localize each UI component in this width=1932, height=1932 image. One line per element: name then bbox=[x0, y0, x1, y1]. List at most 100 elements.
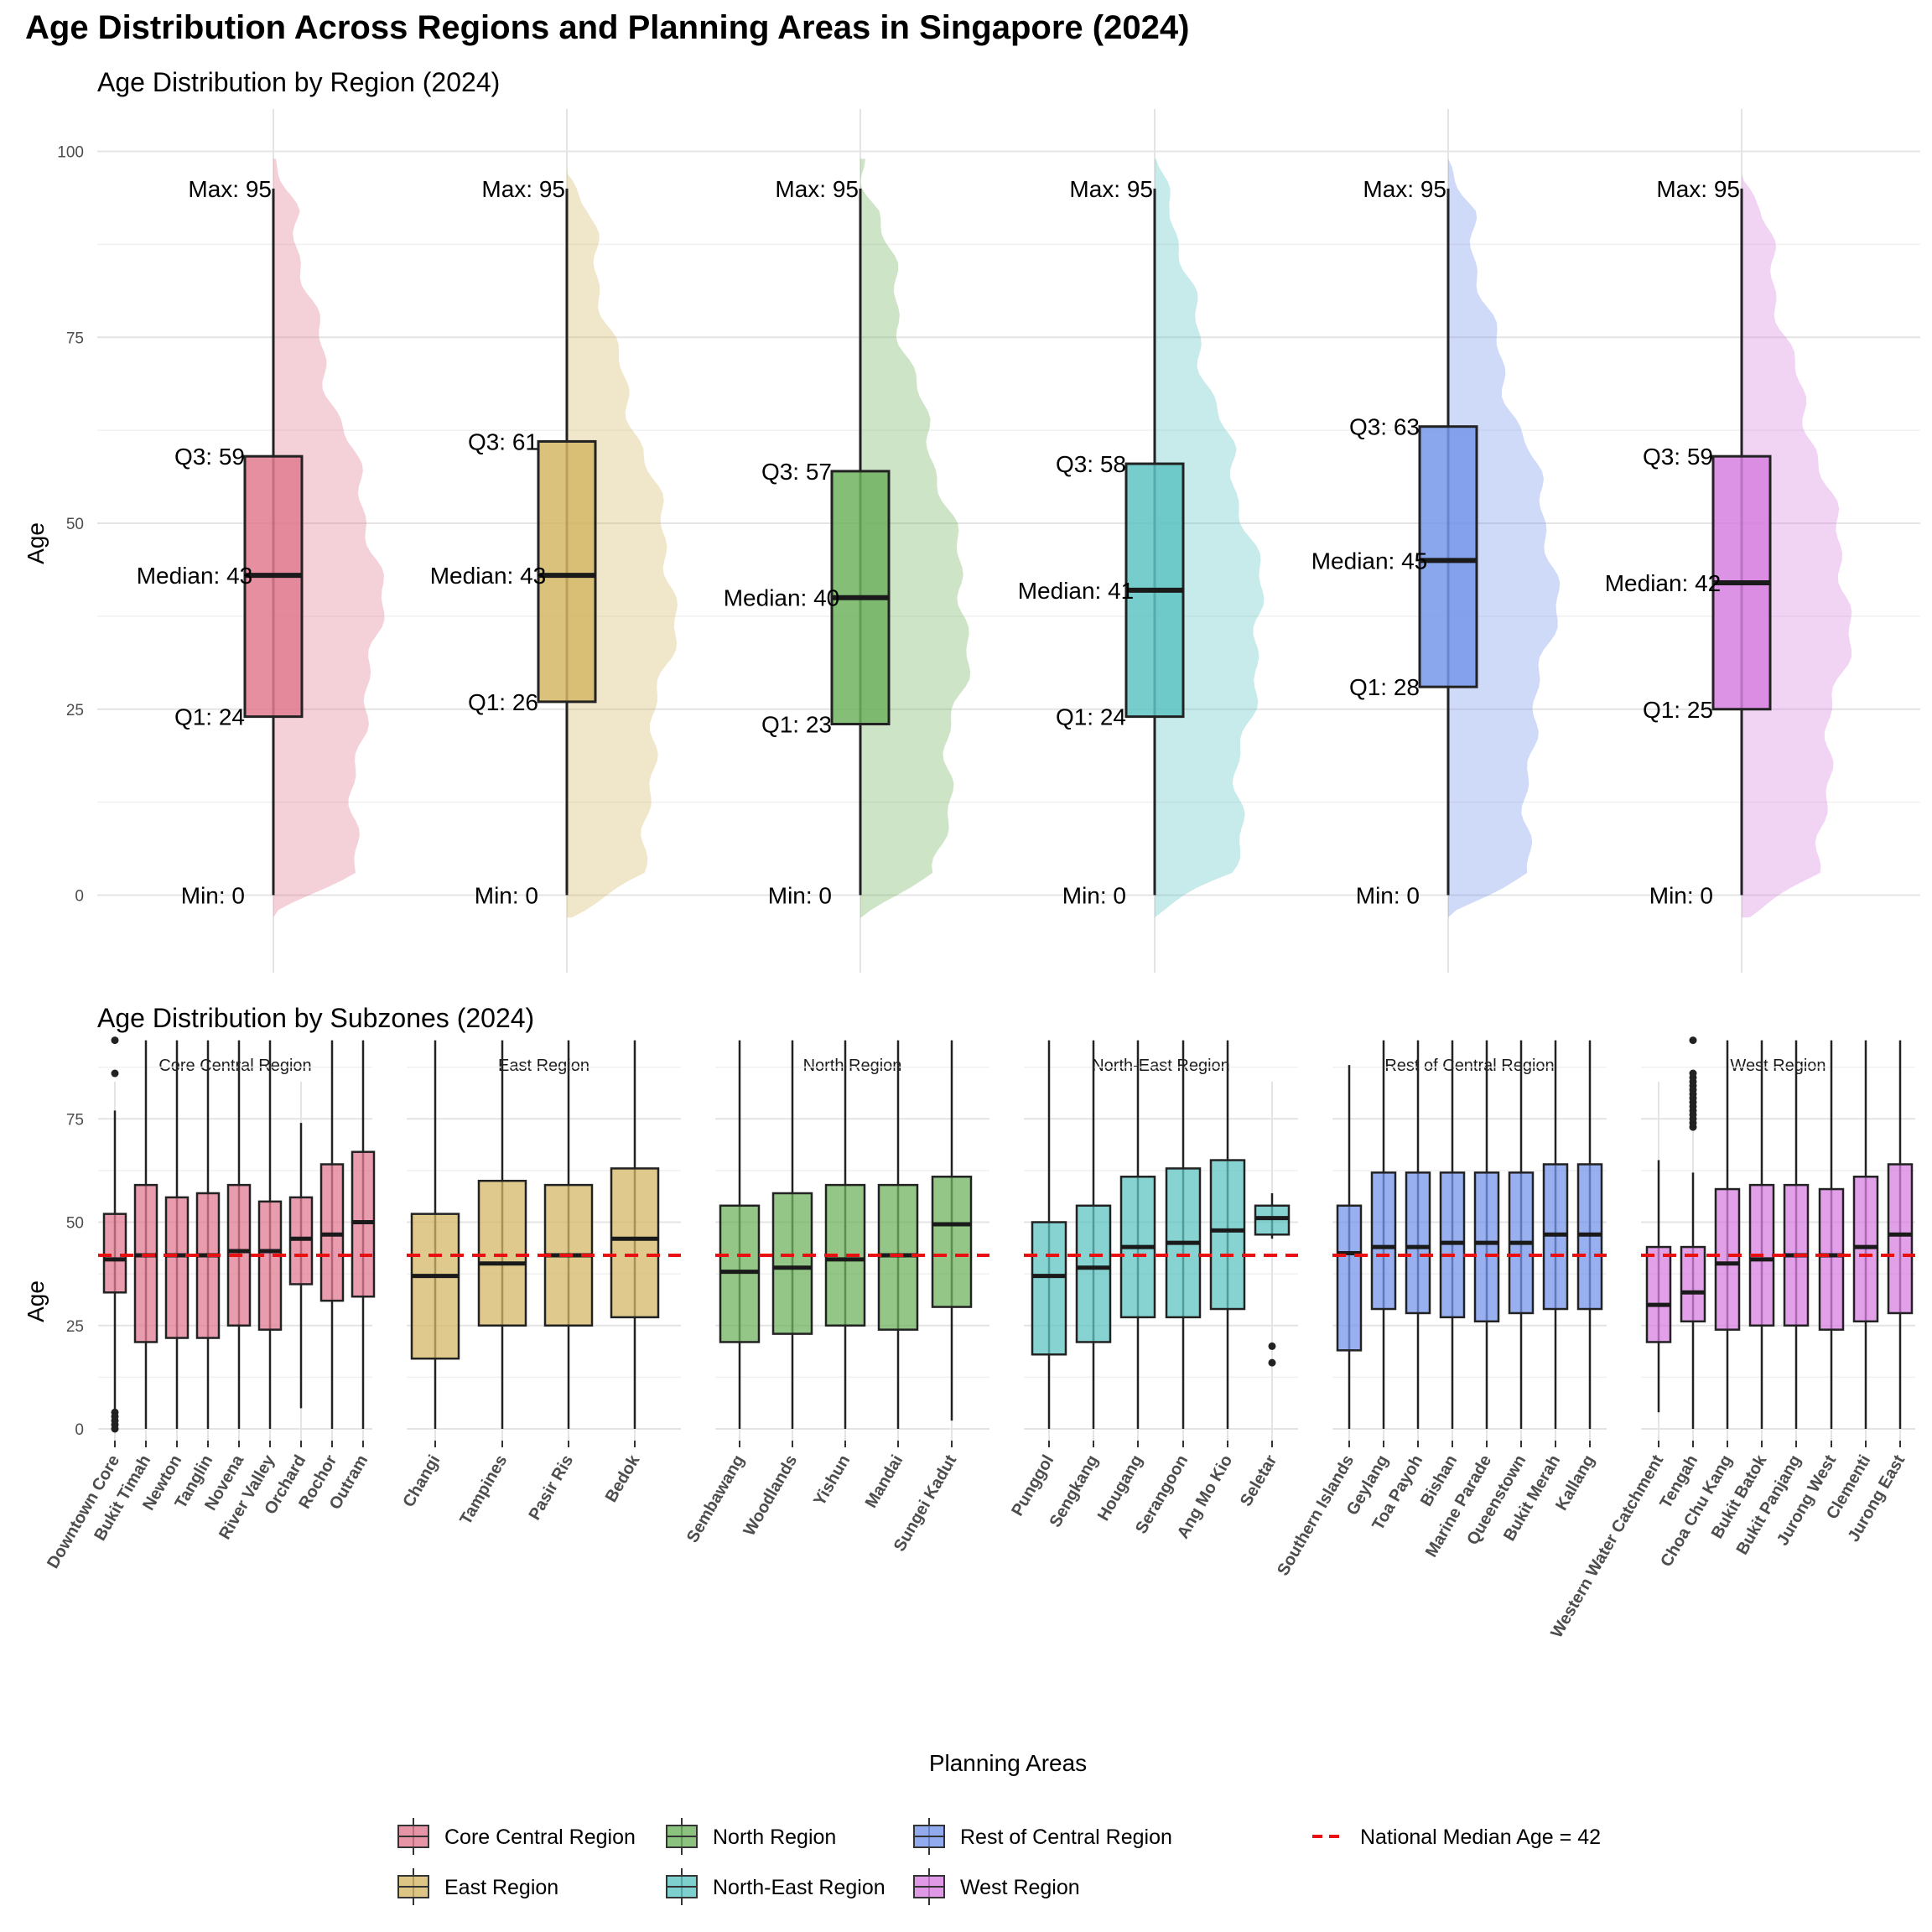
x-tick-label: Sembawang bbox=[683, 1452, 748, 1546]
annotation-q3: Q3: 59 bbox=[174, 444, 245, 470]
legend-label: National Median Age = 42 bbox=[1360, 1826, 1601, 1849]
legend-item-reference: National Median Age = 42 bbox=[1312, 1826, 1601, 1849]
outlier-point bbox=[1689, 1036, 1697, 1045]
annotation-q1: Q1: 26 bbox=[468, 689, 538, 715]
box bbox=[931, 1176, 973, 1308]
box bbox=[1075, 1204, 1112, 1343]
density-shape bbox=[1742, 158, 1852, 918]
annotation-median: Median: 45 bbox=[1311, 548, 1428, 574]
annotation-q1: Q1: 24 bbox=[174, 704, 245, 730]
annotation-q3: Q3: 61 bbox=[468, 428, 538, 454]
box bbox=[1680, 1245, 1706, 1323]
y-tick-label: 75 bbox=[66, 1111, 84, 1129]
density-shape bbox=[1448, 158, 1561, 918]
facet-label: West Region bbox=[1730, 1057, 1826, 1075]
box bbox=[1818, 1187, 1845, 1331]
annotation-median: Median: 43 bbox=[430, 563, 547, 589]
legend-item: Core Central Region bbox=[397, 1818, 636, 1855]
box bbox=[1418, 425, 1478, 688]
annotation-q1: Q1: 24 bbox=[1056, 704, 1126, 730]
box bbox=[195, 1192, 221, 1339]
facet-label: North-East Region bbox=[1092, 1057, 1230, 1075]
density-shape bbox=[1155, 158, 1265, 918]
outlier-point bbox=[111, 1069, 119, 1078]
annotation-max: Max: 95 bbox=[1363, 176, 1446, 202]
box bbox=[133, 1183, 158, 1343]
x-tick-label: Pasir Ris bbox=[525, 1452, 577, 1524]
annotation-median: Median: 41 bbox=[1018, 578, 1135, 604]
annotation-q1: Q1: 23 bbox=[761, 711, 832, 737]
outlier-point bbox=[1268, 1342, 1276, 1350]
box bbox=[257, 1200, 283, 1331]
box bbox=[1031, 1221, 1067, 1356]
density-shape bbox=[273, 158, 385, 918]
box bbox=[1645, 1245, 1672, 1343]
annotation-median: Median: 43 bbox=[137, 563, 253, 589]
x-tick-label: Tampines bbox=[456, 1452, 511, 1529]
legend-item: West Region bbox=[913, 1868, 1080, 1905]
box bbox=[1405, 1171, 1431, 1315]
y-tick-label: 75 bbox=[66, 330, 84, 347]
y-tick-label: 50 bbox=[66, 516, 84, 533]
legend-label: West Region bbox=[960, 1876, 1080, 1899]
facet-label: Core Central Region bbox=[158, 1057, 311, 1075]
box bbox=[537, 439, 597, 704]
y-tick-label: 25 bbox=[66, 1318, 84, 1336]
annotation-max: Max: 95 bbox=[188, 176, 272, 202]
annotation-min: Min: 0 bbox=[768, 883, 832, 909]
outlier-point bbox=[111, 1425, 119, 1433]
legend-label: Rest of Central Region bbox=[960, 1826, 1172, 1849]
annotation-min: Min: 0 bbox=[475, 883, 538, 909]
annotation-max: Max: 95 bbox=[775, 176, 859, 202]
outlier-point bbox=[1689, 1123, 1697, 1131]
annotation-max: Max: 95 bbox=[481, 176, 565, 202]
box bbox=[1336, 1204, 1363, 1352]
annotation-q3: Q3: 57 bbox=[761, 459, 832, 485]
density-shape bbox=[860, 158, 971, 918]
bottom-x-axis-label: Planning Areas bbox=[929, 1750, 1087, 1776]
facet-label: Rest of Central Region bbox=[1384, 1057, 1554, 1075]
y-tick-label: 0 bbox=[75, 1421, 84, 1439]
x-tick-label: Hougang bbox=[1094, 1452, 1146, 1524]
box bbox=[243, 454, 304, 719]
box bbox=[771, 1192, 813, 1335]
x-tick-label: Seletar bbox=[1237, 1452, 1281, 1509]
box bbox=[1370, 1171, 1397, 1311]
region-panel: 0 25 50 75 100 Max: 95 Q3: 59 Median: 43 Q1: 24 M… bbox=[57, 109, 1920, 973]
annotation-min: Min: 0 bbox=[1062, 883, 1126, 909]
annotation-q3: Q3: 63 bbox=[1349, 414, 1420, 440]
legend-label: North-East Region bbox=[713, 1876, 886, 1899]
box bbox=[102, 1213, 127, 1294]
x-tick-label: Punggol bbox=[1008, 1452, 1057, 1519]
legend-item: East Region bbox=[397, 1868, 558, 1905]
box bbox=[1473, 1171, 1500, 1323]
annotation-min: Min: 0 bbox=[181, 883, 245, 909]
annotation-q1: Q1: 25 bbox=[1643, 697, 1713, 723]
annotation-min: Min: 0 bbox=[1649, 883, 1713, 909]
legend-label: Core Central Region bbox=[444, 1826, 636, 1849]
density-shape bbox=[567, 158, 678, 918]
x-tick-label: Mandai bbox=[862, 1452, 907, 1512]
facet-label: East Region bbox=[498, 1057, 589, 1075]
y-tick-label: 0 bbox=[75, 888, 84, 906]
legend-item: North-East Region bbox=[666, 1868, 886, 1905]
box bbox=[477, 1179, 527, 1327]
x-tick-label: Southern Islands bbox=[1274, 1452, 1358, 1580]
annotation-max: Max: 95 bbox=[1069, 176, 1153, 202]
annotation-q3: Q3: 58 bbox=[1056, 451, 1126, 477]
annotation-min: Min: 0 bbox=[1356, 883, 1420, 909]
box bbox=[1209, 1159, 1246, 1311]
y-tick-label: 50 bbox=[66, 1215, 84, 1233]
x-tick-label: Changi bbox=[399, 1452, 444, 1511]
legend-label: North Region bbox=[713, 1826, 836, 1849]
bottom-y-axis-label: Age bbox=[23, 1280, 49, 1322]
x-tick-label: Bedok bbox=[602, 1452, 644, 1506]
box bbox=[1887, 1163, 1914, 1315]
legend-item: Rest of Central Region bbox=[913, 1818, 1172, 1855]
top-y-axis-label: Age bbox=[23, 522, 49, 564]
y-tick-label: 25 bbox=[66, 702, 84, 719]
box bbox=[410, 1213, 460, 1360]
legend-item: North Region bbox=[666, 1818, 836, 1855]
